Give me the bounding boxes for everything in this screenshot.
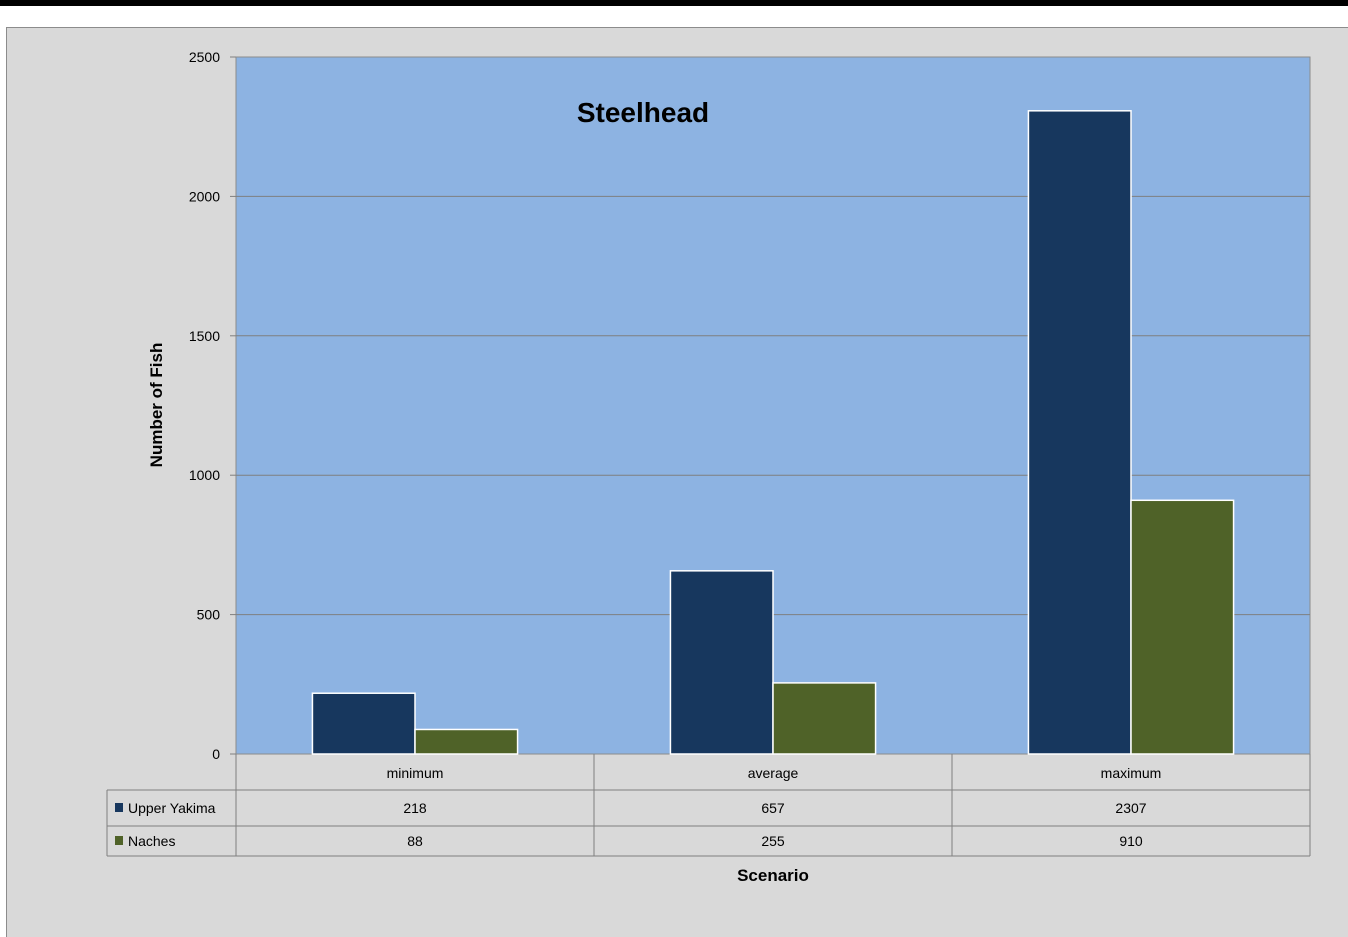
y-tick-label: 2500 bbox=[189, 49, 220, 65]
bar-naches-minimum bbox=[414, 728, 519, 755]
legend-label: Naches bbox=[128, 833, 175, 849]
bar-upper-yakima-maximum bbox=[1027, 110, 1132, 755]
table-cell-value: 910 bbox=[1119, 833, 1143, 849]
y-axis-ticks: 0 500 1000 1500 2000 2500 bbox=[189, 49, 236, 762]
bar-upper-yakima-average bbox=[669, 570, 774, 755]
table-cell-value: 2307 bbox=[1115, 800, 1146, 816]
legend-swatch bbox=[115, 836, 123, 845]
y-tick-label: 1000 bbox=[189, 467, 220, 483]
table-cell-value: 218 bbox=[403, 800, 427, 816]
top-border-rule bbox=[0, 0, 1348, 6]
legend-swatch bbox=[115, 803, 123, 812]
table-cell-value: 657 bbox=[761, 800, 785, 816]
bars bbox=[311, 110, 1235, 755]
chart-title: Steelhead bbox=[577, 97, 709, 128]
category-label: minimum bbox=[387, 765, 444, 781]
data-table: minimum average maximum Upper Yakima 218 657 2… bbox=[106, 754, 1311, 857]
legend-label: Upper Yakima bbox=[128, 800, 216, 816]
bar-naches-average bbox=[772, 682, 877, 755]
y-tick-label: 2000 bbox=[189, 188, 220, 204]
table-cell-value: 88 bbox=[407, 833, 423, 849]
y-axis-title: Number of Fish bbox=[147, 343, 166, 468]
x-axis-title: Scenario bbox=[737, 866, 809, 885]
category-label: maximum bbox=[1101, 765, 1162, 781]
category-label: average bbox=[748, 765, 799, 781]
y-tick-label: 500 bbox=[197, 607, 221, 623]
y-tick-label: 1500 bbox=[189, 328, 220, 344]
y-tick-label: 0 bbox=[212, 746, 220, 762]
bar-naches-maximum bbox=[1130, 499, 1235, 755]
bar-upper-yakima-minimum bbox=[311, 692, 416, 755]
table-cell-value: 255 bbox=[761, 833, 785, 849]
